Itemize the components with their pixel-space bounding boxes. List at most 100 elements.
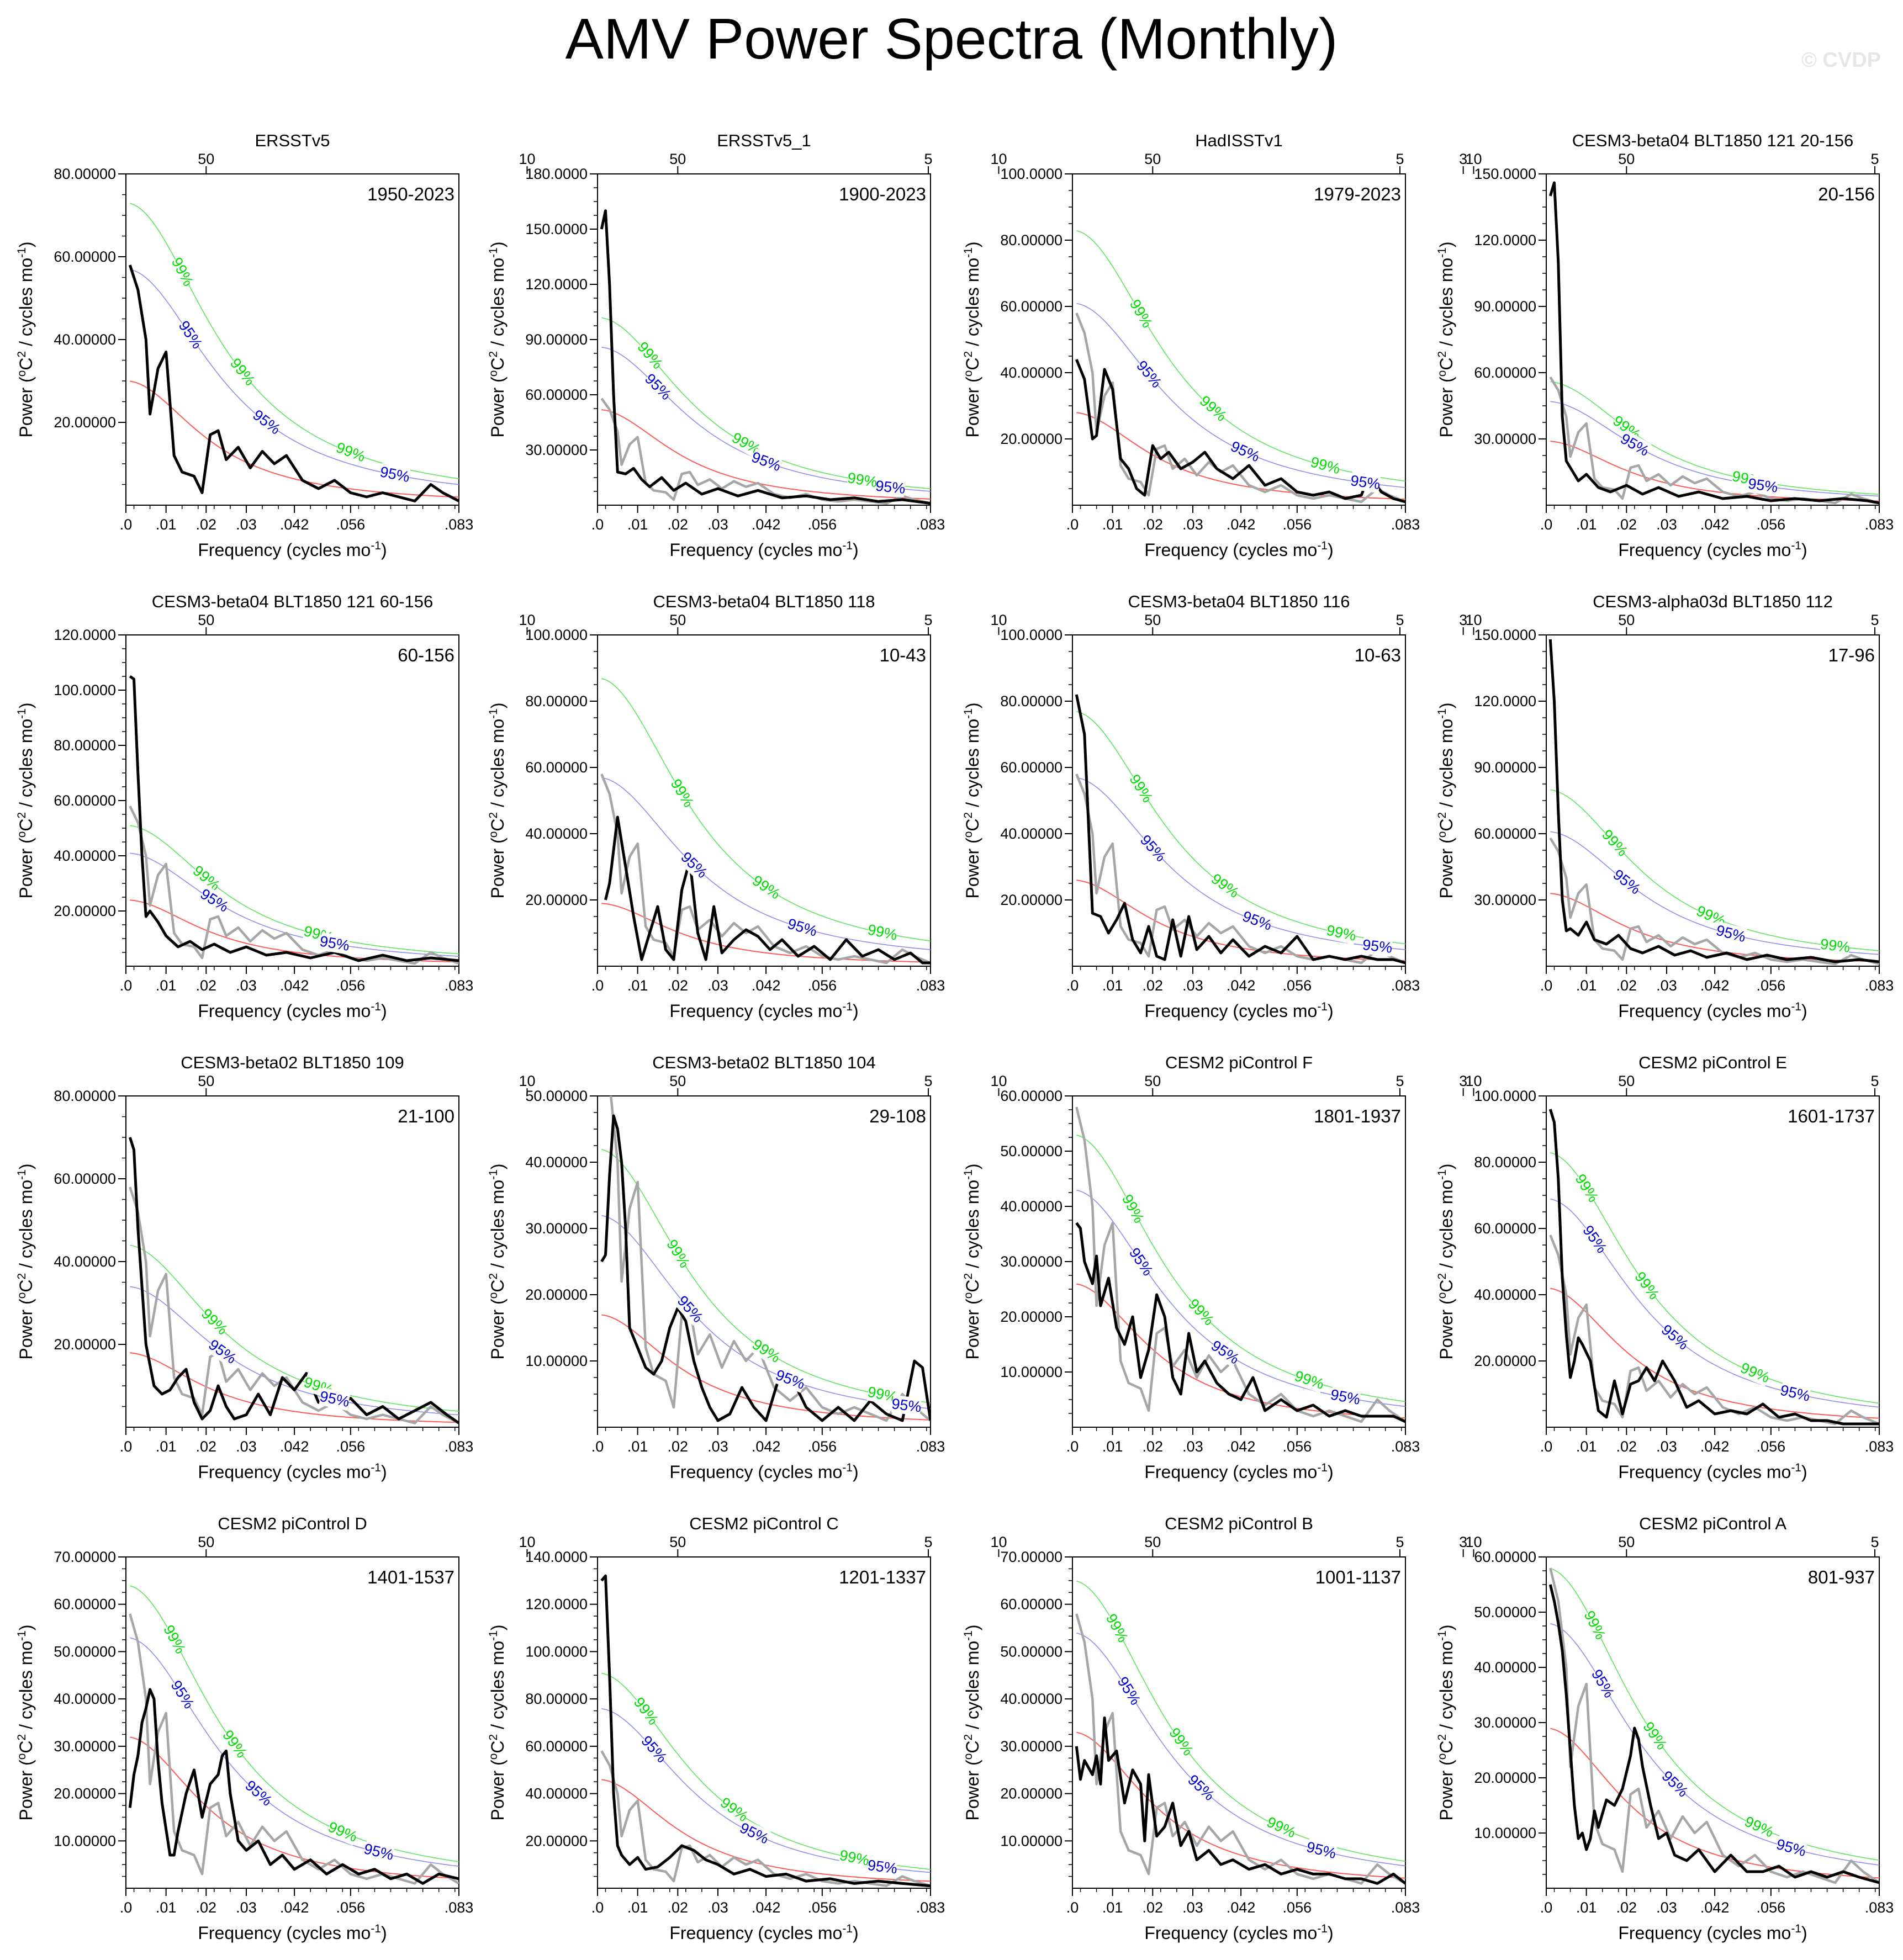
y-axis-label: Power (oC2 / cycles mo-1) [1436, 242, 1456, 438]
panel-title: ERSSTv5_1 [717, 131, 811, 150]
x-tick-label: .0 [120, 1899, 133, 1916]
ci-label-bg [1572, 1171, 1602, 1205]
ci95-curve [130, 852, 459, 957]
x-axis-label: Frequency (cycles mo-1) [1618, 1461, 1807, 1482]
power-spectrum-line [1548, 181, 1879, 505]
red-noise-curve [601, 1779, 931, 1882]
ci-label-bg [667, 776, 697, 810]
y-tick-label: 140.0000 [525, 1549, 588, 1565]
spectrum-panel: CESM2 piControl C1201-133750105321.51.0.… [487, 1514, 1404, 1943]
ci95-curve [130, 269, 459, 485]
reference-spectrum [129, 1613, 459, 1885]
top-tick-label: 10 [990, 1073, 1007, 1089]
y-axis-label: Power (oC2 / cycles mo-1) [15, 1164, 36, 1360]
x-tick-label: .0 [591, 516, 604, 533]
y-tick-label: 60.00000 [525, 386, 588, 403]
x-tick-label: .042 [1227, 977, 1256, 994]
x-tick-label: .056 [336, 977, 366, 994]
x-tick-label: .0 [1540, 977, 1553, 994]
ci-label-bg [1228, 437, 1262, 465]
x-axis-label: Frequency (cycles mo-1) [198, 1922, 387, 1943]
spectrum-panel: CESM3-beta04 BLT1850 121 20-156 20-156 50 1… [1436, 131, 1894, 560]
power-spectrum-line [1075, 1222, 1405, 1423]
x-tick-label: .0 [1540, 1438, 1553, 1455]
y-tick-label: 60.00000 [1474, 364, 1536, 381]
power-spectrum-line [604, 815, 931, 965]
x-tick-label: .01 [1576, 977, 1597, 994]
ci99-curve [1076, 1135, 1405, 1402]
top-tick-label: 50 [1618, 1073, 1635, 1089]
top-tick-label: 50 [669, 1073, 686, 1089]
plot-area [1548, 181, 1879, 505]
cvdp-watermark: © CVDP [1801, 49, 1881, 72]
x-tick-label: .056 [336, 1438, 366, 1455]
x-tick-label: .083 [916, 1438, 945, 1455]
panel-title: CESM2 piControl A [1639, 1514, 1786, 1533]
x-axis-label: Frequency (cycles mo-1) [1144, 1461, 1333, 1482]
period-label: 1900-2023 [839, 184, 926, 204]
ci99-curve [601, 678, 931, 942]
x-tick-label: .083 [1391, 977, 1420, 994]
y-tick-label: 70.00000 [1000, 1549, 1062, 1565]
period-label: 10-43 [880, 645, 926, 665]
ci-label-bg [1293, 1367, 1326, 1393]
ci-label-bg [205, 1336, 240, 1368]
top-tick-label: 3 [1459, 151, 1467, 167]
x-tick-label: .056 [808, 516, 837, 533]
ci-label-bg [1610, 866, 1644, 898]
x-tick-label: .0 [120, 977, 133, 994]
x-tick-label: .03 [1182, 1438, 1203, 1455]
ci95-label: 95% [1329, 1386, 1362, 1408]
plot-area [600, 678, 931, 965]
top-tick-label: 3 [1459, 612, 1467, 628]
x-tick-label: .083 [445, 1438, 474, 1455]
y-tick-label: 20.00000 [54, 1786, 116, 1802]
top-tick-label: 5 [1870, 1534, 1879, 1550]
x-tick-label: .03 [236, 1899, 257, 1916]
ci-label-bg [1136, 831, 1170, 865]
top-tick-label: 10 [519, 1534, 535, 1550]
ci95-label: 95% [786, 915, 819, 940]
panel-title: CESM3-beta04 BLT1850 121 60-156 [152, 592, 434, 611]
ci-label-bg [160, 1622, 189, 1656]
x-tick-label: .02 [196, 977, 217, 994]
ci99-curve [1076, 230, 1405, 482]
top-tick-label: 50 [198, 1073, 214, 1089]
ci-label-bg [1362, 936, 1393, 957]
x-tick-label: .056 [808, 977, 837, 994]
x-tick-label: .03 [236, 516, 257, 533]
period-label: 1201-1337 [839, 1567, 926, 1587]
top-tick-label: 50 [669, 612, 686, 628]
reference-spectrum [129, 806, 459, 965]
x-tick-label: .0 [1540, 1899, 1553, 1916]
x-tick-label: .042 [280, 1438, 309, 1455]
power-spectrum-line [1075, 1716, 1405, 1885]
plot-area [1548, 1109, 1879, 1426]
ci-label-bg [379, 463, 411, 486]
x-tick-label: .01 [627, 977, 648, 994]
x-tick-label: .02 [1616, 977, 1637, 994]
ci-label-bg [634, 338, 667, 372]
ci-label-bg [1631, 1269, 1663, 1302]
y-tick-label: 60.00000 [1474, 1549, 1536, 1565]
plot-frame [125, 173, 459, 506]
x-tick-label: .042 [1700, 1438, 1730, 1455]
x-tick-label: .01 [1102, 1438, 1123, 1455]
ci95-label: 95% [1114, 1674, 1144, 1708]
y-tick-label: 40.00000 [54, 331, 116, 348]
y-tick-label: 50.00000 [1000, 1143, 1062, 1159]
ci-label-bg [1658, 1321, 1692, 1353]
ci99-label: 99% [663, 1237, 693, 1271]
plot-frame [1072, 1095, 1406, 1428]
ci-label-bg [334, 438, 368, 466]
y-tick-label: 100.0000 [525, 1643, 588, 1660]
ci95-label: 95% [891, 1395, 922, 1415]
ci-label-bg [1196, 392, 1230, 425]
x-tick-label: .083 [1391, 1438, 1420, 1455]
x-tick-label: .0 [1066, 516, 1079, 533]
ci-label-bg [1598, 826, 1631, 860]
y-tick-label: 60.00000 [525, 759, 588, 776]
y-axis-label: Power (oC2 / cycles mo-1) [15, 242, 36, 438]
ci-label-bg [1309, 453, 1342, 478]
x-tick-label: .042 [1227, 1899, 1256, 1916]
